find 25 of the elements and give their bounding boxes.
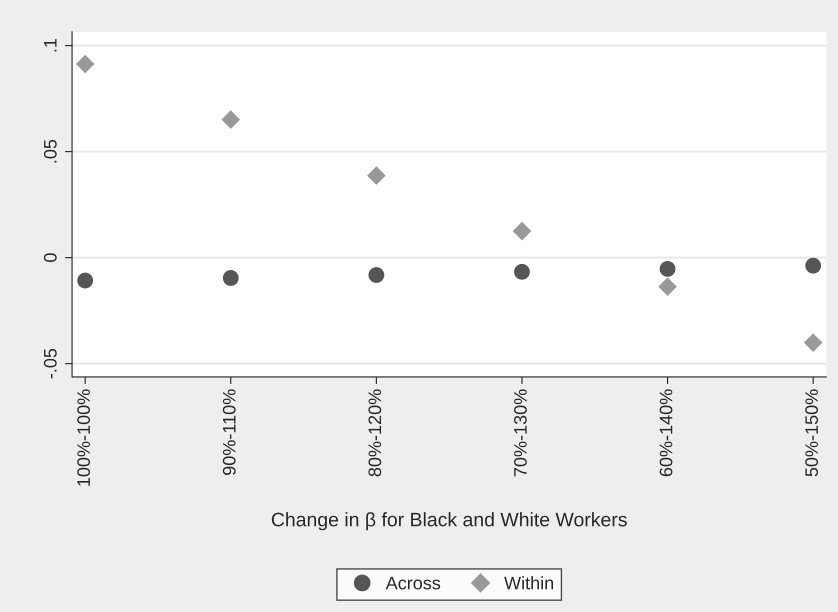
point (805, 258, 822, 274)
point (367, 166, 386, 185)
point (77, 272, 94, 288)
point (658, 277, 677, 296)
point (660, 260, 676, 277)
legend-label: Across (386, 576, 440, 590)
point (514, 264, 530, 280)
point (368, 267, 384, 283)
y-tick-label: .05 (44, 140, 57, 163)
x-axis-title: Change in β for Black and White Workers (272, 512, 627, 530)
point (76, 54, 94, 74)
point (222, 270, 239, 286)
x-tick-label: 90%-110% (222, 389, 236, 475)
y-tick-label: 0 (44, 253, 57, 262)
point (221, 110, 240, 129)
x-tick-label: 100%-100% (77, 389, 90, 486)
x-tick-label: 60%-140% (660, 389, 672, 476)
y-tick-label: -.05 (44, 348, 57, 378)
point (804, 333, 822, 352)
x-tick-label: 50%-150% (805, 389, 818, 476)
point (512, 222, 532, 240)
y-tick-label: .1 (44, 38, 57, 52)
x-tick-label: 70%-130% (514, 389, 527, 476)
legend-label: Within (504, 576, 554, 590)
x-tick-label: 80%-120% (368, 389, 382, 476)
